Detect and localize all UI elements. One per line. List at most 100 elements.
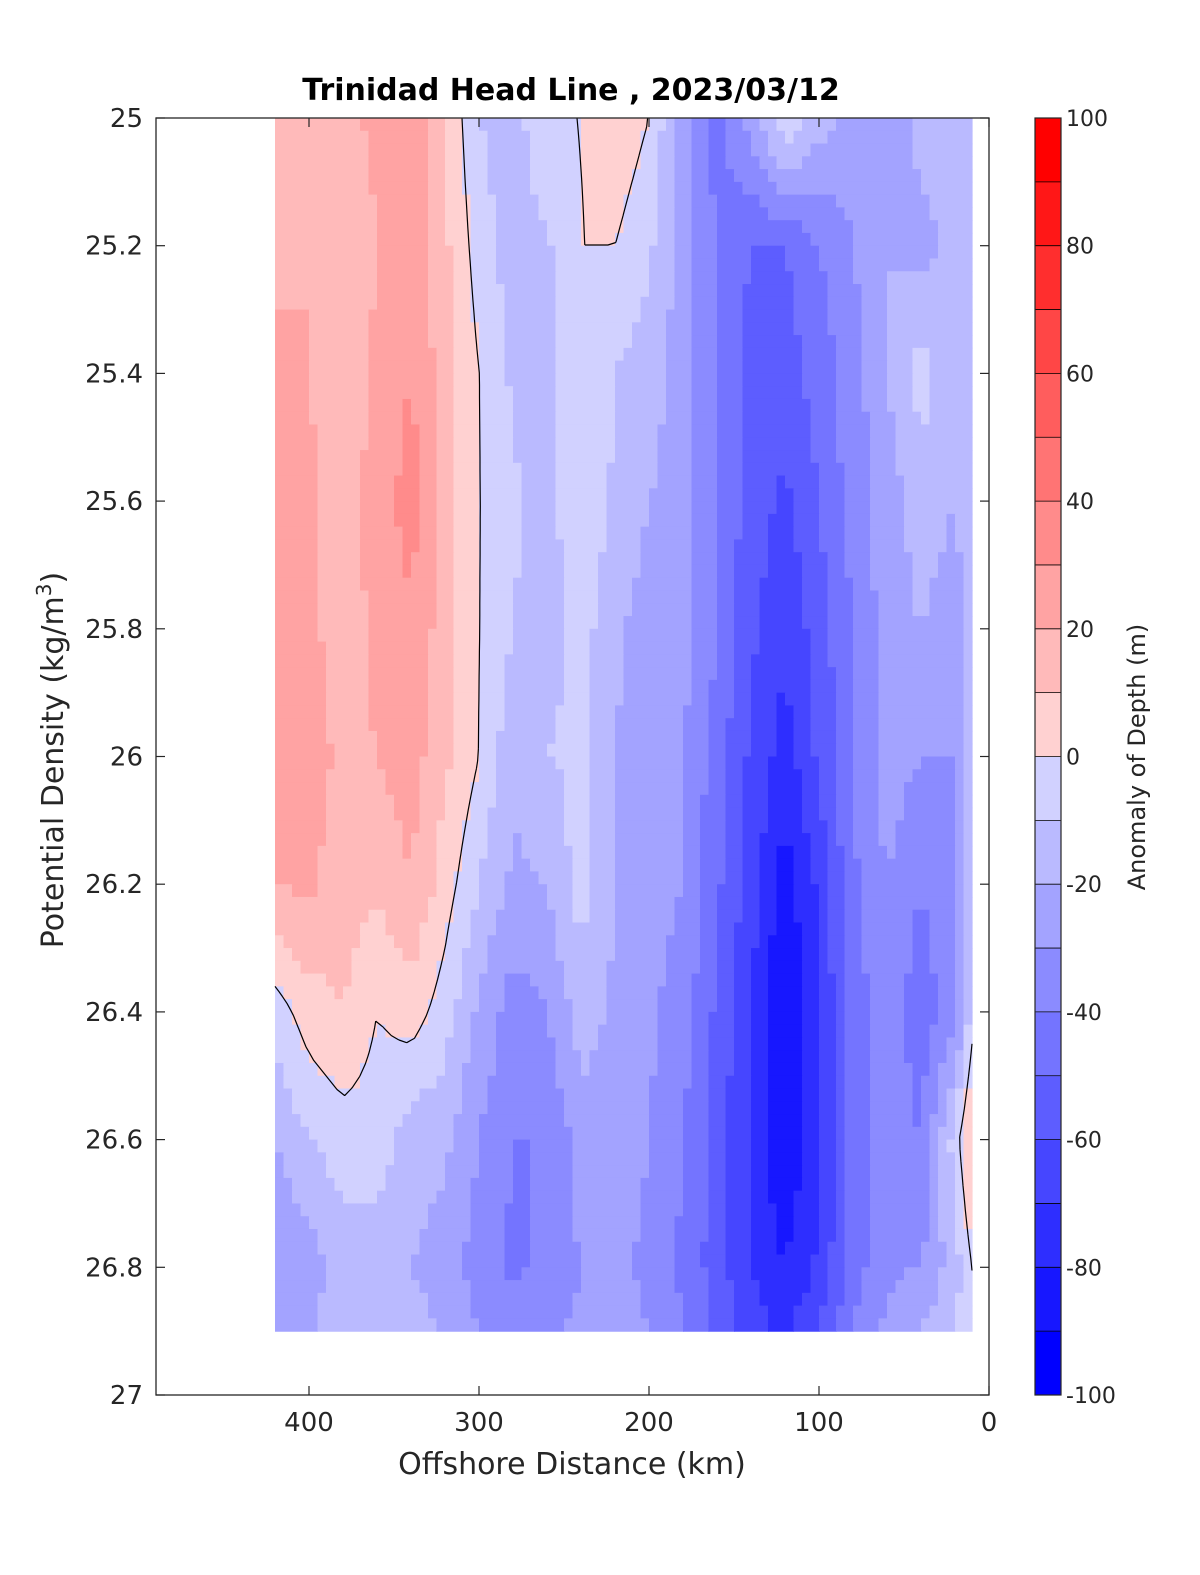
contour-cell: [759, 922, 778, 936]
contour-cell: [462, 130, 489, 145]
contour-cell: [691, 999, 718, 1013]
contour-cell: [691, 654, 718, 668]
contour-cell: [819, 960, 829, 975]
contour-cell: [844, 1292, 863, 1307]
contour-cell: [861, 858, 956, 873]
contour-cell: [615, 884, 684, 898]
contour-cell: [836, 194, 931, 208]
contour-cell: [734, 667, 752, 681]
contour-cell: [402, 398, 412, 413]
contour-cell: [759, 603, 803, 617]
contour-cell: [734, 1280, 761, 1294]
contour-cell: [640, 1292, 684, 1307]
contour-cell: [946, 1114, 956, 1128]
contour-cell: [793, 705, 812, 719]
contour-cell: [615, 922, 676, 936]
contour-cell: [683, 845, 701, 860]
contour-cell: [470, 1177, 514, 1192]
contour-cell: [674, 118, 693, 132]
contour-cell: [734, 641, 761, 655]
contour-cell: [521, 462, 557, 477]
contour-cell: [640, 143, 659, 157]
contour-cell: [768, 1024, 803, 1039]
contour-cell: [691, 475, 718, 489]
contour-cell: [844, 1101, 871, 1115]
contour-cell: [963, 833, 973, 847]
contour-cell: [462, 973, 480, 987]
contour-cell: [912, 386, 931, 400]
contour-cell: [317, 526, 361, 541]
contour-cell: [955, 756, 965, 770]
contour-cell: [275, 1305, 319, 1319]
contour-cell: [734, 948, 752, 962]
colorbar-tick-label: 60: [1066, 362, 1094, 387]
contour-cell: [734, 616, 761, 630]
contour-cell: [878, 807, 905, 821]
contour-cell: [411, 1254, 463, 1268]
contour-cell: [581, 194, 625, 208]
contour-cell: [717, 577, 735, 592]
colorbar-frame: [1034, 117, 1062, 1396]
contour-cell: [844, 1280, 863, 1294]
contour-cell: [428, 284, 455, 298]
contour-cell: [870, 552, 914, 566]
contour-cell: [479, 986, 506, 1000]
contour-cell: [275, 692, 327, 707]
contour-cell: [275, 450, 319, 464]
contour-cell: [666, 322, 693, 336]
contour-cell: [445, 169, 463, 183]
contour-cell: [725, 1152, 752, 1166]
contour-cell: [844, 1241, 871, 1256]
contour-cell: [963, 858, 973, 873]
contour-cell: [436, 858, 463, 873]
contour-cell: [708, 169, 735, 183]
contour-cell: [768, 935, 803, 949]
contour-cell: [938, 999, 956, 1013]
contour-cell: [572, 1037, 599, 1051]
contour-cell: [819, 807, 837, 821]
contour-cell: [649, 1126, 684, 1141]
contour-cell: [819, 1088, 837, 1102]
contour-cell: [317, 564, 361, 579]
contour-cell: [836, 118, 914, 132]
contour-cell: [878, 743, 965, 758]
contour-cell: [368, 654, 429, 668]
contour-cell: [326, 1280, 421, 1294]
contour-cell: [581, 156, 642, 170]
contour-cell: [742, 833, 761, 847]
contour-cell: [572, 1305, 642, 1319]
contour-cell: [275, 1241, 319, 1256]
contour-cell: [496, 743, 548, 758]
contour-cell: [275, 347, 310, 362]
contour-cell: [453, 373, 480, 387]
contour-cell: [649, 245, 676, 260]
contour-cell: [793, 1203, 820, 1217]
contour-cell: [955, 948, 965, 962]
contour-cell: [819, 973, 837, 987]
contour-cell: [725, 769, 744, 783]
contour-cell: [317, 488, 361, 502]
contour-cell: [776, 501, 795, 515]
contour-cell: [912, 590, 931, 604]
contour-cell: [283, 1152, 327, 1166]
contour-cell: [317, 616, 370, 630]
contour-cell: [479, 1114, 565, 1128]
contour-cell: [717, 398, 744, 413]
contour-cell: [929, 1190, 939, 1205]
contour-cell: [436, 450, 455, 464]
contour-cell: [309, 398, 370, 413]
contour-cell: [555, 322, 633, 336]
contour-cell: [861, 1280, 897, 1294]
contour-cell: [717, 884, 744, 898]
contour-cell: [555, 909, 574, 924]
contour-cell: [725, 743, 752, 758]
contour-cell: [844, 948, 863, 962]
contour-cell: [955, 820, 965, 834]
contour-cell: [530, 143, 582, 157]
contour-cell: [827, 284, 863, 298]
contour-cell: [725, 156, 761, 170]
contour-cell: [666, 347, 693, 362]
contour-cell: [963, 948, 973, 962]
contour-cell: [912, 143, 973, 157]
contour-cell: [878, 679, 965, 694]
